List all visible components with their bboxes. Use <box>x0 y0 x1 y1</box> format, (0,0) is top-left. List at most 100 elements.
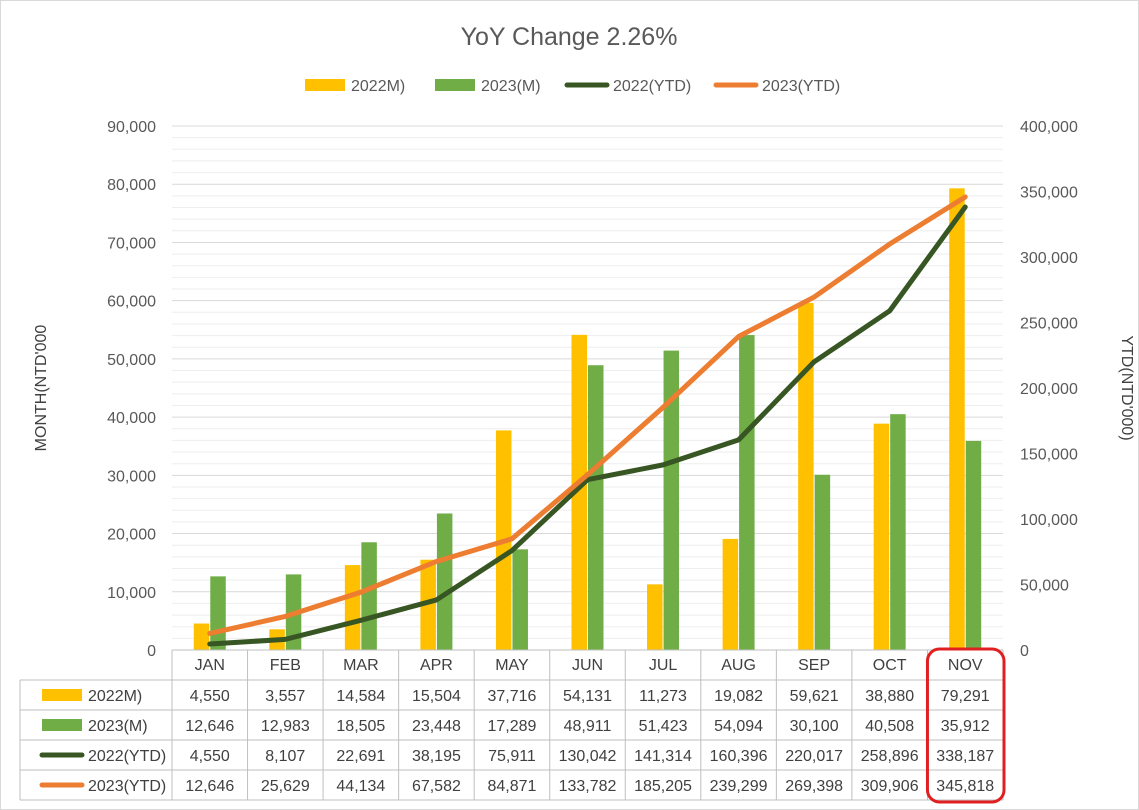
right-tick-label: 150,000 <box>1020 447 1078 464</box>
bar-2023-m--may <box>512 549 528 650</box>
table-legend-swatch <box>42 689 82 701</box>
table-cell: 18,505 <box>336 718 385 735</box>
bar-2022m--nov <box>949 188 965 651</box>
bar-2023-m--sep <box>814 474 831 650</box>
right-tick-label: 400,000 <box>1020 119 1078 136</box>
left-tick-label: 30,000 <box>107 468 156 485</box>
table-cell: 11,273 <box>639 688 687 705</box>
table-cell: 141,314 <box>634 748 692 765</box>
table-cell: 84,871 <box>487 778 536 795</box>
table-series-name: 2022M) <box>88 688 142 705</box>
table-cell: 30,100 <box>790 718 839 735</box>
category-label: FEB <box>270 657 301 674</box>
right-tick-label: 50,000 <box>1020 578 1069 595</box>
category-label: OCT <box>873 657 907 674</box>
bar-2023-m--nov <box>965 440 982 650</box>
bar-2022m--apr <box>420 559 436 650</box>
legend-label: 2022(YTD) <box>613 78 691 95</box>
table-cell: 130,042 <box>559 748 617 765</box>
left-axis-label: MONTH(NTD'000 <box>33 325 50 452</box>
table-cell: 38,195 <box>412 748 461 765</box>
table-cell: 22,691 <box>336 748 385 765</box>
table-cell: 8,107 <box>265 748 305 765</box>
bar-2023-m--oct <box>890 414 906 650</box>
table-cell: 12,646 <box>185 718 234 735</box>
category-label: JAN <box>195 657 225 674</box>
left-tick-label: 60,000 <box>107 294 156 311</box>
table-cell: 35,912 <box>941 718 990 735</box>
table-cell: 345,818 <box>936 778 994 795</box>
table-cell: 79,291 <box>941 688 990 705</box>
bar-2022m--aug <box>722 538 739 650</box>
right-tick-label: 200,000 <box>1020 381 1078 398</box>
legend-label: 2023(M) <box>481 78 541 95</box>
table-cell: 54,131 <box>563 688 612 705</box>
bar-2022m--mar <box>344 565 361 650</box>
right-axis: 0 50,000 100,000 150,000 200,000 250,000 300,0… <box>1020 119 1078 660</box>
table-cell: 40,508 <box>865 718 914 735</box>
category-label: APR <box>420 657 453 674</box>
left-tick-label: 90,000 <box>107 119 156 136</box>
right-axis-label: YTD(NTD'000) <box>1118 335 1135 440</box>
left-axis: 0 10,000 20,000 30,000 40,000 50,000 60,000 70,… <box>107 119 156 660</box>
table-cell: 4,550 <box>190 688 230 705</box>
left-tick-label: 0 <box>147 643 156 660</box>
table-cell: 12,646 <box>185 778 234 795</box>
table-cell: 37,716 <box>487 688 536 705</box>
table-cell: 12,983 <box>261 718 310 735</box>
category-label: JUN <box>572 657 603 674</box>
table-cell: 309,906 <box>861 778 919 795</box>
table-cell: 59,621 <box>790 688 839 705</box>
bar-2023-m--aug <box>739 335 755 650</box>
table-series-name: 2023(M) <box>88 718 148 735</box>
category-label: AUG <box>721 657 756 674</box>
table-cell: 185,205 <box>634 778 692 795</box>
table-cell: 48,911 <box>564 718 612 735</box>
table-cell: 23,448 <box>412 718 461 735</box>
table-cell: 220,017 <box>785 748 843 765</box>
category-label: MAY <box>495 657 529 674</box>
table-series-name: 2023(YTD) <box>88 778 166 795</box>
table-cell: 4,550 <box>190 748 230 765</box>
table-cell: 44,134 <box>336 778 385 795</box>
bar-2023-m--apr <box>436 513 453 650</box>
table-cell: 160,396 <box>710 748 768 765</box>
table-legend-swatch <box>42 719 82 731</box>
category-label: NOV <box>948 657 983 674</box>
lines <box>207 194 968 647</box>
left-tick-label: 50,000 <box>107 352 156 369</box>
right-tick-label: 100,000 <box>1020 512 1078 529</box>
highlight-box <box>925 647 1006 804</box>
bar-2022m--sep <box>798 302 814 650</box>
bar-2023-m--jun <box>588 365 604 650</box>
bar-2023-m--mar <box>361 542 377 650</box>
table-cell: 239,299 <box>710 778 768 795</box>
bar-2022m--oct <box>873 423 890 650</box>
left-tick-label: 70,000 <box>107 235 156 252</box>
bar-2022m--jun <box>571 334 587 650</box>
left-tick-label: 20,000 <box>107 527 156 544</box>
line-2023-ytd- <box>207 194 968 636</box>
legend-swatch <box>305 79 345 91</box>
right-tick-label: 0 <box>1020 643 1029 660</box>
table-cell: 14,584 <box>336 688 385 705</box>
highlight <box>925 647 1006 804</box>
table-cell: 15,504 <box>412 688 461 705</box>
left-tick-label: 10,000 <box>107 585 156 602</box>
table-series-name: 2022(YTD) <box>88 748 166 765</box>
table-cell: 3,557 <box>265 688 305 705</box>
table-cell: 269,398 <box>785 778 843 795</box>
table-cell: 25,629 <box>261 778 310 795</box>
category-label: MAR <box>343 657 379 674</box>
bar-2023-m--jan <box>210 576 226 650</box>
line-2022-ytd- <box>207 204 968 647</box>
category-label: JUL <box>649 657 678 674</box>
bar-2022m--jan <box>193 623 210 650</box>
table-cell: 54,094 <box>714 718 763 735</box>
bar-2023-m--jul <box>663 350 680 650</box>
table-cell: 17,289 <box>487 718 536 735</box>
table-cell: 75,911 <box>488 748 536 765</box>
right-tick-label: 250,000 <box>1020 316 1078 333</box>
